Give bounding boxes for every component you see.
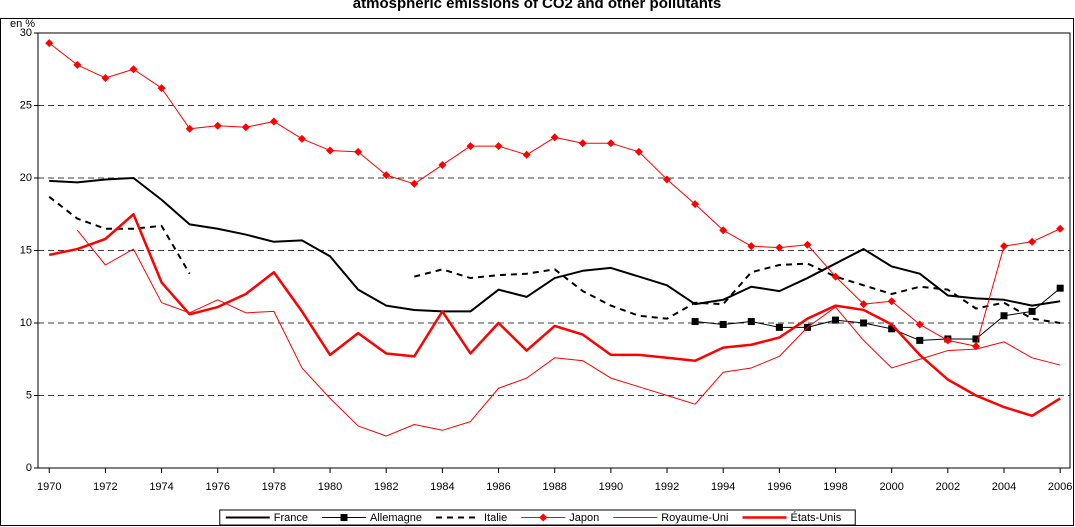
marker xyxy=(550,133,559,142)
y-tick-label: 20 xyxy=(20,172,32,184)
legend-item: Allemagne xyxy=(322,512,422,524)
x-tick-label: 1994 xyxy=(711,481,735,493)
series-line xyxy=(48,196,1061,324)
marker xyxy=(269,117,278,126)
x-tick-label: 2004 xyxy=(992,481,1016,493)
marker xyxy=(1028,307,1036,315)
marker xyxy=(831,272,840,281)
marker xyxy=(888,325,896,333)
y-tick-label: 25 xyxy=(20,99,32,111)
x-tick-label: 2002 xyxy=(936,481,960,493)
marker xyxy=(1056,284,1064,292)
marker xyxy=(719,226,728,235)
x-tick-label: 1974 xyxy=(149,481,173,493)
x-tick-label: 1990 xyxy=(599,481,623,493)
marker xyxy=(747,318,755,326)
marker xyxy=(494,142,503,151)
x-tick-label: 1992 xyxy=(655,481,679,493)
y-tick-label: 0 xyxy=(26,462,32,474)
chart-title: atmospheric emissions of CO2 and other p… xyxy=(353,0,721,12)
x-tick-label: 1972 xyxy=(93,481,117,493)
marker xyxy=(297,134,306,143)
x-tick-label: 1970 xyxy=(37,481,61,493)
legend-label: Japon xyxy=(569,512,599,524)
x-tick-label: 1980 xyxy=(318,481,342,493)
marker xyxy=(747,242,756,251)
y-tick-label: 30 xyxy=(20,27,32,39)
marker xyxy=(466,142,475,151)
marker xyxy=(382,171,391,180)
series-line xyxy=(695,287,1061,341)
marker xyxy=(73,60,82,69)
legend-label: France xyxy=(274,512,308,524)
marker xyxy=(916,336,924,344)
x-tick-label: 1976 xyxy=(205,481,229,493)
legend-label: États-Unis xyxy=(790,511,841,524)
legend-marker xyxy=(340,514,348,521)
y-tick-label: 5 xyxy=(26,389,32,401)
legend-item: France xyxy=(225,512,308,524)
marker xyxy=(438,160,447,169)
marker xyxy=(1028,237,1037,246)
marker xyxy=(185,124,194,133)
marker xyxy=(634,147,643,156)
x-tick-label: 1984 xyxy=(430,481,454,493)
marker xyxy=(691,200,700,209)
marker xyxy=(606,139,615,148)
x-tick-label: 1996 xyxy=(767,481,791,493)
x-tick-label: 2000 xyxy=(879,481,903,493)
marker xyxy=(410,179,419,188)
x-tick-label: 1978 xyxy=(262,481,286,493)
series-line xyxy=(76,229,1061,437)
marker xyxy=(522,150,531,159)
marker xyxy=(129,65,138,74)
y-tick-label: 15 xyxy=(20,244,32,256)
series-line xyxy=(48,42,1061,347)
y-axis-label: en % xyxy=(10,18,35,30)
marker xyxy=(326,146,335,155)
marker xyxy=(213,121,222,130)
marker xyxy=(719,320,727,328)
marker xyxy=(45,39,54,48)
x-tick-label: 1986 xyxy=(486,481,510,493)
marker xyxy=(157,84,166,93)
legend-item: Italie xyxy=(436,512,507,524)
marker xyxy=(241,123,250,132)
marker xyxy=(1000,242,1009,251)
marker xyxy=(1056,224,1065,233)
marker xyxy=(101,73,110,82)
marker xyxy=(354,147,363,156)
legend-label: Royaume-Uni xyxy=(661,512,728,524)
legend-label: Allemagne xyxy=(370,512,422,524)
series-line xyxy=(48,213,1061,418)
marker xyxy=(859,300,868,309)
marker xyxy=(775,243,784,252)
marker xyxy=(578,139,587,148)
marker xyxy=(832,316,840,324)
marker xyxy=(775,323,783,331)
marker xyxy=(663,175,672,184)
x-tick-label: 1988 xyxy=(542,481,566,493)
marker xyxy=(691,318,699,326)
marker xyxy=(887,297,896,306)
marker xyxy=(860,319,868,327)
legend-label: Italie xyxy=(484,512,507,524)
marker xyxy=(915,320,924,329)
legend-item: Royaume-Uni xyxy=(613,512,728,524)
y-tick-label: 10 xyxy=(20,317,32,329)
x-tick-label: 2006 xyxy=(1048,481,1072,493)
series-line xyxy=(49,177,1061,313)
x-tick-label: 1998 xyxy=(823,481,847,493)
marker xyxy=(803,240,812,249)
legend-item: Japon xyxy=(521,512,599,524)
marker xyxy=(972,335,980,343)
legend-item: États-Unis xyxy=(742,511,842,524)
marker xyxy=(1000,312,1008,320)
marker xyxy=(943,336,952,345)
legend: France Allemagne Italie Japon Royaume-Uni Éta… xyxy=(219,509,856,526)
legend-marker xyxy=(539,513,548,522)
x-tick-label: 1982 xyxy=(374,481,398,493)
